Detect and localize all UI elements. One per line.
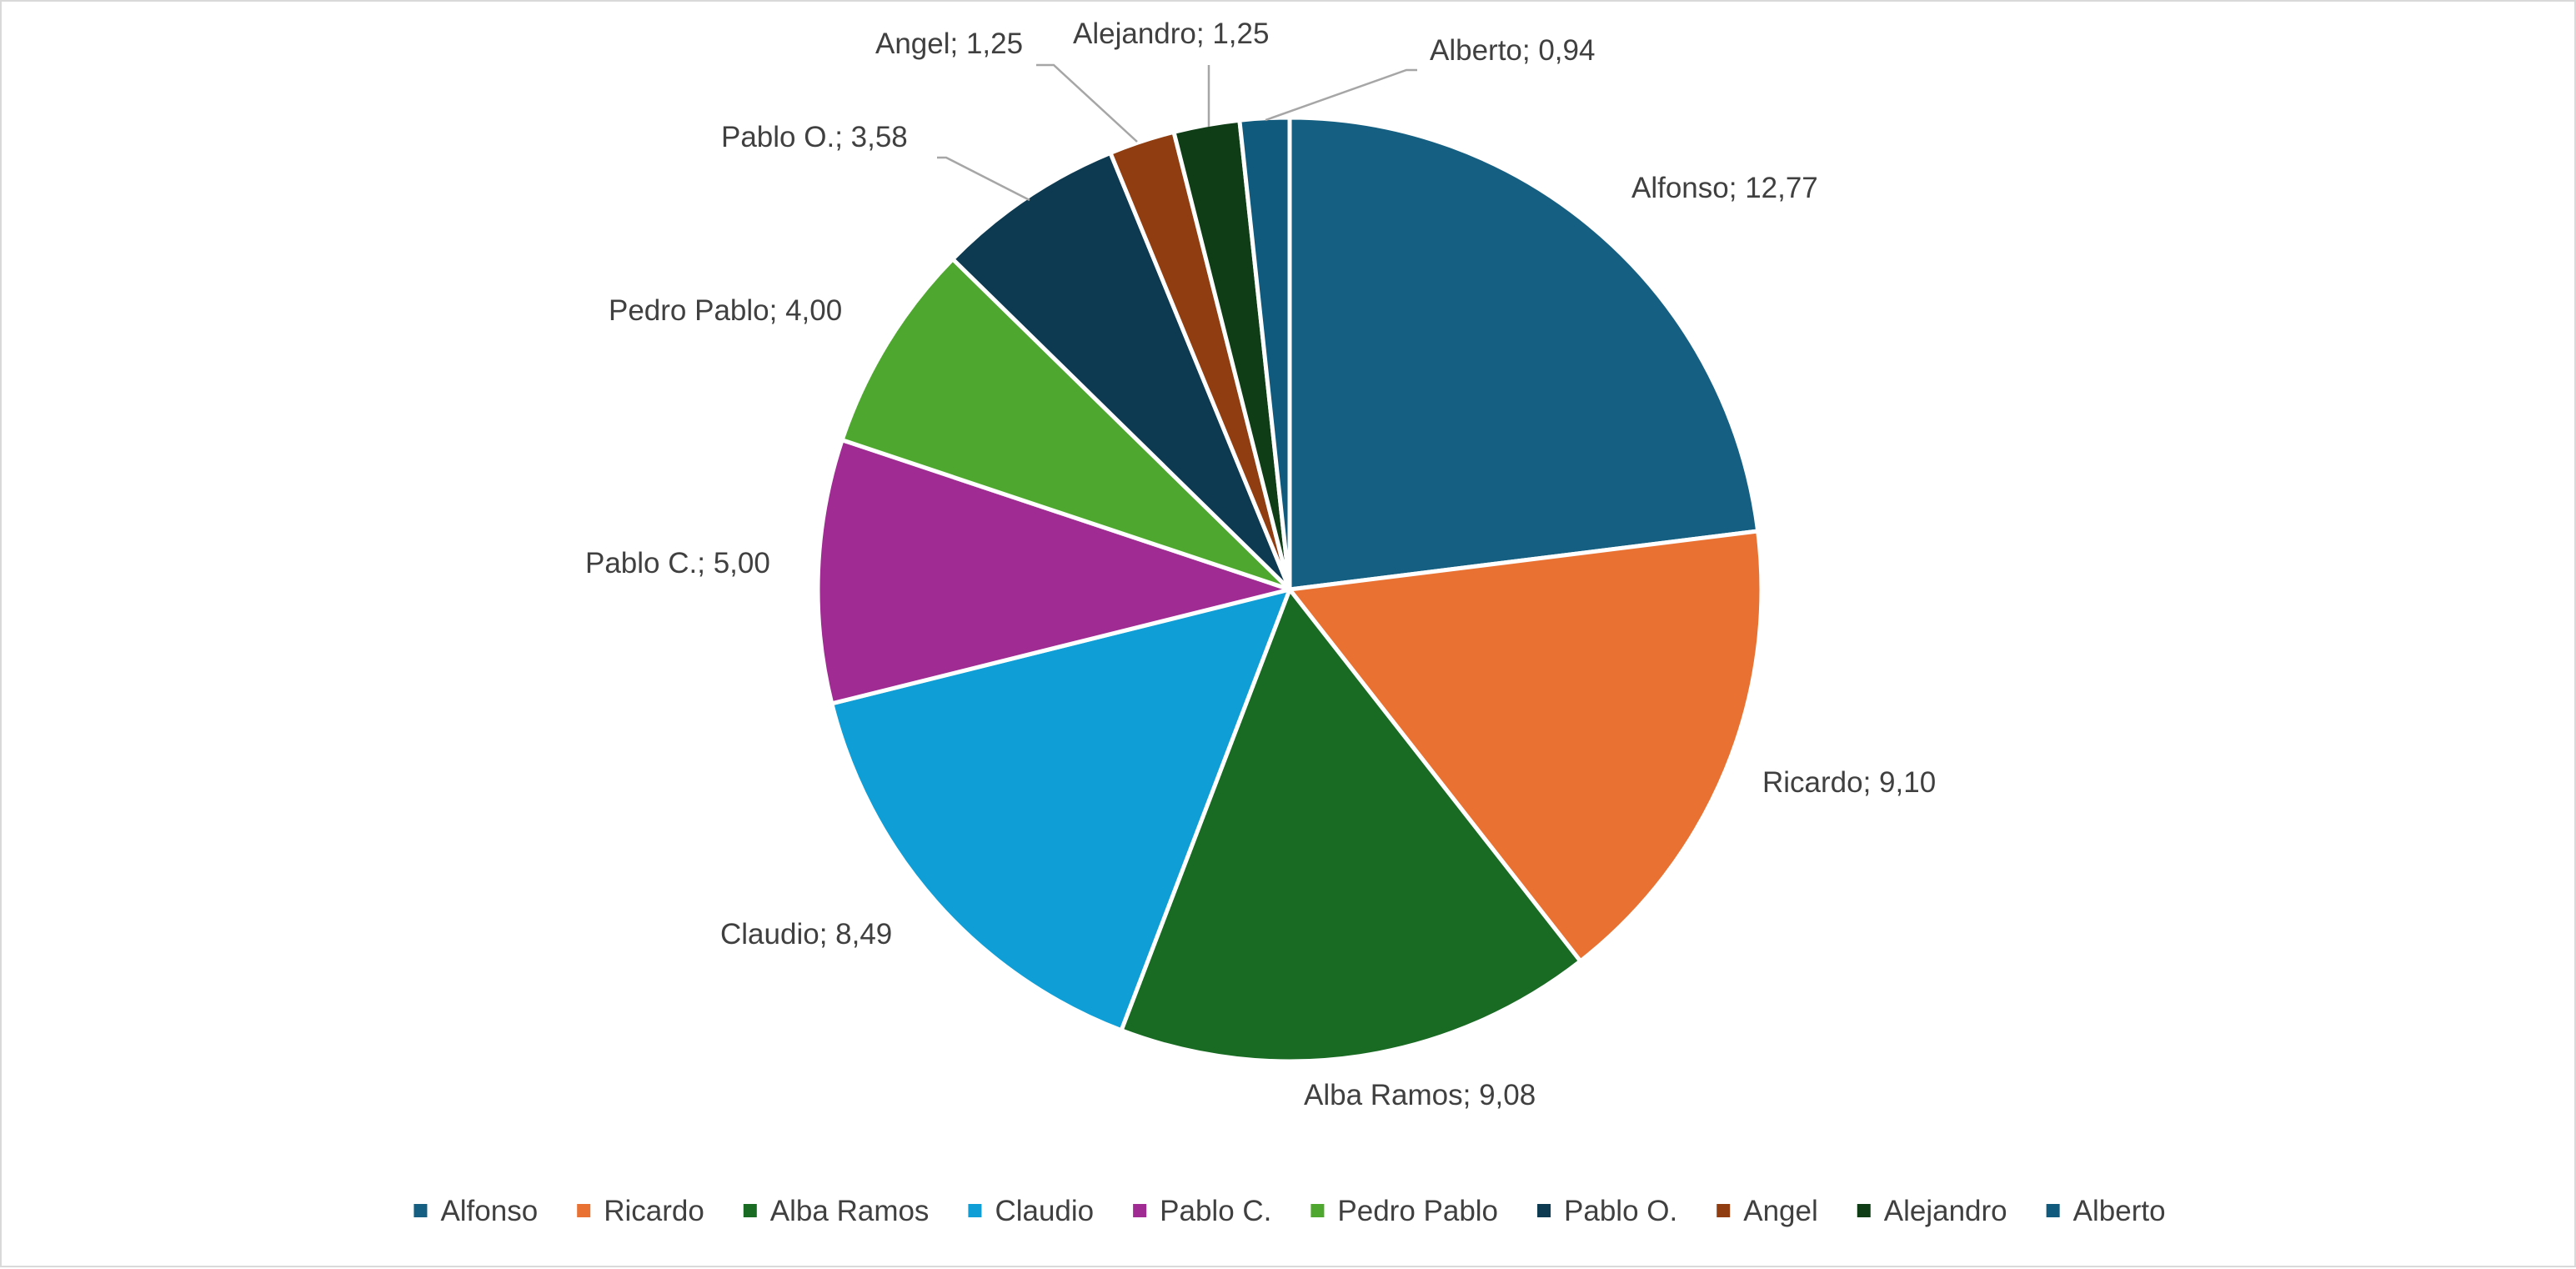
data-label-alfonso: Alfonso; 12,77: [1631, 172, 1818, 204]
legend-item-claudio: Claudio: [968, 1195, 1094, 1227]
data-label-alba-ramos: Alba Ramos; 9,08: [1304, 1079, 1536, 1111]
leader-line-angel: [1036, 63, 1138, 143]
legend-swatch-alberto: [2046, 1204, 2060, 1217]
legend-label-ricardo: Ricardo: [604, 1195, 704, 1227]
data-label-angel: Angel; 1,25: [875, 28, 1023, 60]
legend-swatch-alfonso: [413, 1204, 428, 1217]
legend-label-pedro-pablo: Pedro Pablo: [1337, 1195, 1498, 1227]
legend-label-pablo-o: Pablo O.: [1564, 1195, 1677, 1227]
leader-line-alberto: [1265, 68, 1417, 122]
data-label-alberto: Alberto; 0,94: [1430, 34, 1595, 67]
data-label-pablo-c: Pablo C.; 5,00: [585, 547, 770, 579]
pie-slices: [815, 115, 1764, 1064]
legend-swatch-alejandro: [1857, 1204, 1871, 1217]
legend-swatch-pedro-pablo: [1311, 1204, 1325, 1217]
leader-lines: [937, 63, 1417, 202]
legend-label-alba-ramos: Alba Ramos: [770, 1195, 930, 1227]
legend-item-alba-ramos: Alba Ramos: [743, 1195, 930, 1227]
data-label-pedro-pablo: Pedro Pablo; 4,00: [609, 294, 842, 327]
legend-label-pablo-c: Pablo C.: [1160, 1195, 1271, 1227]
pie-slice-alberto: [1237, 115, 1292, 592]
legend-label-alejandro: Alejandro: [1884, 1195, 2007, 1227]
legend-label-alfonso: Alfonso: [440, 1195, 538, 1227]
legend-swatch-alba-ramos: [743, 1204, 757, 1217]
data-label-claudio: Claudio; 8,49: [720, 918, 892, 950]
pie-slice-alfonso: [1287, 115, 1761, 592]
legend-item-alfonso: Alfonso: [413, 1195, 538, 1227]
pie-slice-ricardo: [1287, 529, 1764, 964]
pie-slice-pedro-pablo: [839, 257, 1292, 592]
legend-swatch-ricardo: [577, 1204, 591, 1217]
legend-item-angel: Angel: [1716, 1195, 1818, 1227]
legend-label-claudio: Claudio: [995, 1195, 1094, 1227]
legend-swatch-pablo-c: [1133, 1204, 1147, 1217]
pie-slice-pablo-c: [815, 438, 1292, 706]
pie-slice-claudio: [829, 587, 1292, 1033]
legend-item-alejandro: Alejandro: [1857, 1195, 2007, 1227]
data-labels: Alfonso; 12,77 Ricardo; 9,10 Alba Ramos; 9…: [585, 18, 1936, 1111]
legend-item-pedro-pablo: Pedro Pablo: [1311, 1195, 1498, 1227]
leader-line-pablo-o: [937, 156, 1030, 202]
legend-label-angel: Angel: [1743, 1195, 1818, 1227]
legend-swatch-pablo-o: [1537, 1204, 1551, 1217]
data-label-pablo-o: Pablo O.; 3,58: [721, 121, 908, 153]
legend-label-alberto: Alberto: [2073, 1195, 2166, 1227]
data-label-alejandro: Alejandro; 1,25: [1073, 18, 1269, 50]
legend-item-alberto: Alberto: [2046, 1195, 2166, 1227]
legend-item-pablo-o: Pablo O.: [1537, 1195, 1677, 1227]
pie-slice-alba-ramos: [1119, 587, 1583, 1064]
legend: Alfonso Ricardo Alba Ramos Claudio Pablo C. P…: [413, 1195, 2166, 1227]
legend-swatch-angel: [1716, 1204, 1731, 1217]
legend-item-pablo-c: Pablo C.: [1133, 1195, 1271, 1227]
data-label-ricardo: Ricardo; 9,10: [1762, 766, 1936, 799]
legend-swatch-claudio: [968, 1204, 982, 1217]
legend-item-ricardo: Ricardo: [577, 1195, 704, 1227]
